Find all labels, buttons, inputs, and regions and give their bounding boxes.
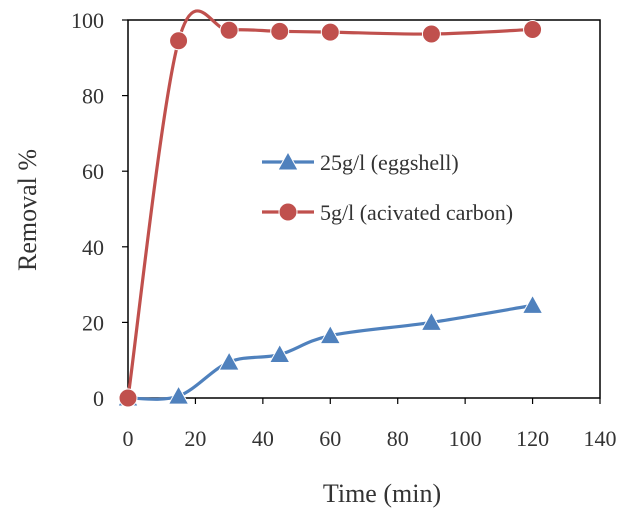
series-layer	[117, 9, 544, 408]
data-point-circle	[169, 31, 189, 51]
legend-label: 5g/l (acivated carbon)	[320, 200, 513, 225]
data-point-triangle	[420, 311, 443, 331]
x-tick-label: 120	[516, 426, 549, 451]
y-axis-ticks: 0 20 40 60 80 100	[71, 8, 128, 411]
series-1	[118, 9, 543, 408]
data-point-circle	[421, 24, 441, 44]
data-point-triangle	[268, 343, 291, 364]
data-point-circle	[523, 19, 543, 39]
x-tick-label: 60	[319, 426, 341, 451]
x-tick-label: 100	[449, 426, 482, 451]
data-point-triangle	[167, 385, 190, 405]
x-axis-ticks: 0 20 40 60 80 100 120 140	[123, 398, 617, 451]
data-point-circle	[219, 20, 239, 40]
legend-marker	[278, 202, 298, 222]
plot-area	[127, 19, 601, 399]
x-axis-label: Time (min)	[323, 479, 441, 508]
legend-marker	[277, 150, 299, 171]
legend: 25g/l (eggshell) 5g/l (acivated carbon)	[262, 150, 513, 225]
data-point-triangle	[521, 294, 544, 314]
data-point-circle	[320, 22, 340, 42]
x-tick-label: 20	[184, 426, 206, 451]
y-tick-label: 100	[71, 8, 104, 33]
y-tick-label: 60	[82, 159, 104, 184]
legend-item: 5g/l (acivated carbon)	[262, 200, 513, 225]
data-point-triangle	[319, 324, 342, 345]
y-tick-label: 80	[82, 84, 104, 109]
data-point-circle	[118, 388, 138, 408]
legend-item: 25g/l (eggshell)	[262, 150, 459, 175]
x-tick-label: 140	[584, 426, 617, 451]
data-point-triangle	[218, 351, 240, 371]
y-axis-label: Removal %	[13, 149, 42, 271]
y-tick-label: 0	[93, 386, 104, 411]
data-point-circle	[270, 21, 290, 41]
x-tick-label: 80	[387, 426, 409, 451]
x-tick-label: 0	[123, 426, 134, 451]
y-tick-label: 40	[82, 235, 104, 260]
legend-label: 25g/l (eggshell)	[320, 150, 459, 175]
y-tick-label: 20	[82, 310, 104, 335]
x-tick-label: 40	[252, 426, 274, 451]
